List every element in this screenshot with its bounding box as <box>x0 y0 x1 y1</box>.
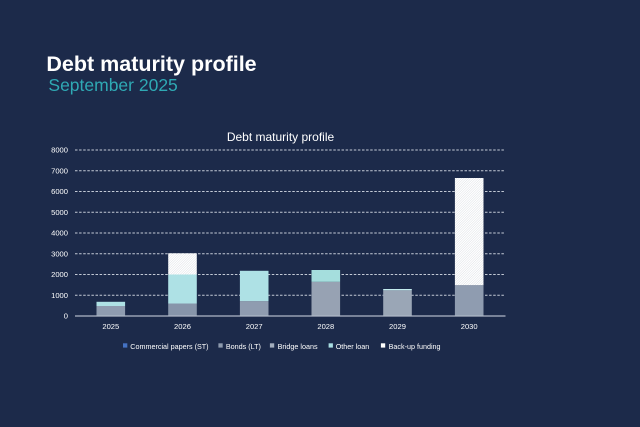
svg-text:0: 0 <box>64 312 68 321</box>
svg-text:Bridge loans: Bridge loans <box>278 342 318 351</box>
svg-text:2027: 2027 <box>246 322 263 331</box>
svg-text:Commercial papers (ST): Commercial papers (ST) <box>130 342 208 351</box>
svg-text:3000: 3000 <box>51 249 68 258</box>
svg-text:Debt maturity profile: Debt maturity profile <box>227 130 335 144</box>
svg-text:6000: 6000 <box>51 187 68 196</box>
svg-text:2030: 2030 <box>461 322 478 331</box>
svg-text:8000: 8000 <box>51 146 68 155</box>
svg-text:4000: 4000 <box>51 229 68 238</box>
svg-text:1000: 1000 <box>51 291 68 300</box>
svg-text:Other loan: Other loan <box>336 342 370 351</box>
svg-text:7000: 7000 <box>51 166 68 175</box>
svg-text:2026: 2026 <box>174 322 191 331</box>
svg-text:Back-up funding: Back-up funding <box>389 342 441 351</box>
svg-text:5000: 5000 <box>51 208 68 217</box>
svg-text:2029: 2029 <box>389 322 406 331</box>
svg-text:2025: 2025 <box>102 322 119 331</box>
svg-text:2028: 2028 <box>317 322 334 331</box>
svg-text:2000: 2000 <box>51 270 68 279</box>
svg-text:Bonds (LT): Bonds (LT) <box>226 342 261 351</box>
